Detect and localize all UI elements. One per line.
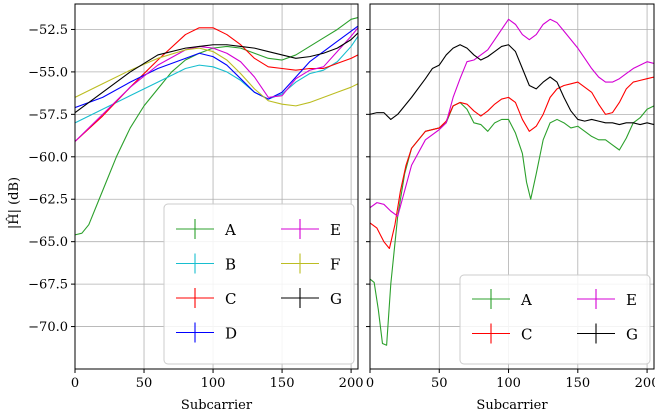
series-line-D [75, 25, 358, 109]
legend-label: F [330, 256, 340, 274]
series-line-F [75, 47, 358, 107]
legend-item-A: A [472, 289, 532, 309]
legend-label: A [224, 221, 236, 239]
legend-item-E: E [577, 289, 637, 309]
y-tick-label: −62.5 [28, 193, 68, 208]
legend-box [459, 274, 651, 365]
series-line-E [370, 18, 654, 217]
legend-label: C [521, 326, 532, 344]
legend-item-F: F [281, 253, 340, 274]
x-tick-label: 0 [366, 376, 374, 391]
left-panel: 0 50 100 150 200 −70.0 −67.5 −65.0 −62.5 −60.0 −57… [28, 3, 364, 391]
legend-item-B: B [176, 253, 236, 274]
y-tick-label: −70.0 [28, 320, 68, 335]
legend-item-G: G [281, 288, 342, 308]
legend-label: D [225, 325, 237, 343]
series-line-G [370, 44, 654, 126]
y-tick-label: −65.0 [28, 235, 68, 250]
legend-item-A: A [176, 219, 236, 239]
y-tick-label: −52.5 [28, 23, 68, 38]
right-panel: 0 50 100 150 200 AC EG [366, 3, 655, 391]
series-line-G [75, 32, 358, 114]
legend-label: B [225, 256, 236, 274]
legend-box [163, 203, 355, 365]
x-tick-label: 50 [136, 376, 153, 391]
legend-item-E: E [281, 219, 341, 239]
x-tick-label: 200 [339, 376, 364, 391]
x-tick-label: 50 [431, 376, 448, 391]
y-tick-label: −67.5 [28, 278, 68, 293]
x-tick-label: 150 [565, 376, 590, 391]
legend-label: E [330, 221, 341, 239]
x-tick-label: 150 [270, 376, 295, 391]
x-axis-label-right: Subcarrier [476, 398, 548, 413]
plot-frame [74, 3, 359, 370]
legend-label: G [330, 290, 342, 308]
series-line-C [370, 76, 654, 250]
x-tick-label: 100 [496, 376, 521, 391]
x-axis-label-left: Subcarrier [181, 398, 253, 413]
series-line-C [75, 27, 358, 142]
series-line-A [75, 17, 358, 236]
legend-item-C: C [176, 288, 236, 308]
x-tick-label: 0 [71, 376, 79, 391]
legend-label: E [626, 291, 637, 309]
x-tick-label: 100 [201, 376, 226, 391]
legend: AC EG [459, 274, 651, 365]
legend-item-D: D [176, 322, 237, 343]
legend-label: C [225, 290, 236, 308]
x-tick-label: 200 [635, 376, 655, 391]
series-line-B [75, 35, 358, 124]
legend-item-G: G [577, 323, 638, 344]
plot-frame [369, 3, 655, 370]
legend-item-C: C [472, 323, 532, 344]
y-axis-label: |Ĥ| (dB) [6, 177, 22, 229]
y-tick-label: −60.0 [28, 150, 68, 165]
legend-label: G [626, 326, 638, 344]
legend-label: A [520, 291, 532, 309]
y-tick-label: −57.5 [28, 108, 68, 123]
y-tick-label: −55.0 [28, 65, 68, 80]
series-line-E [75, 27, 358, 142]
